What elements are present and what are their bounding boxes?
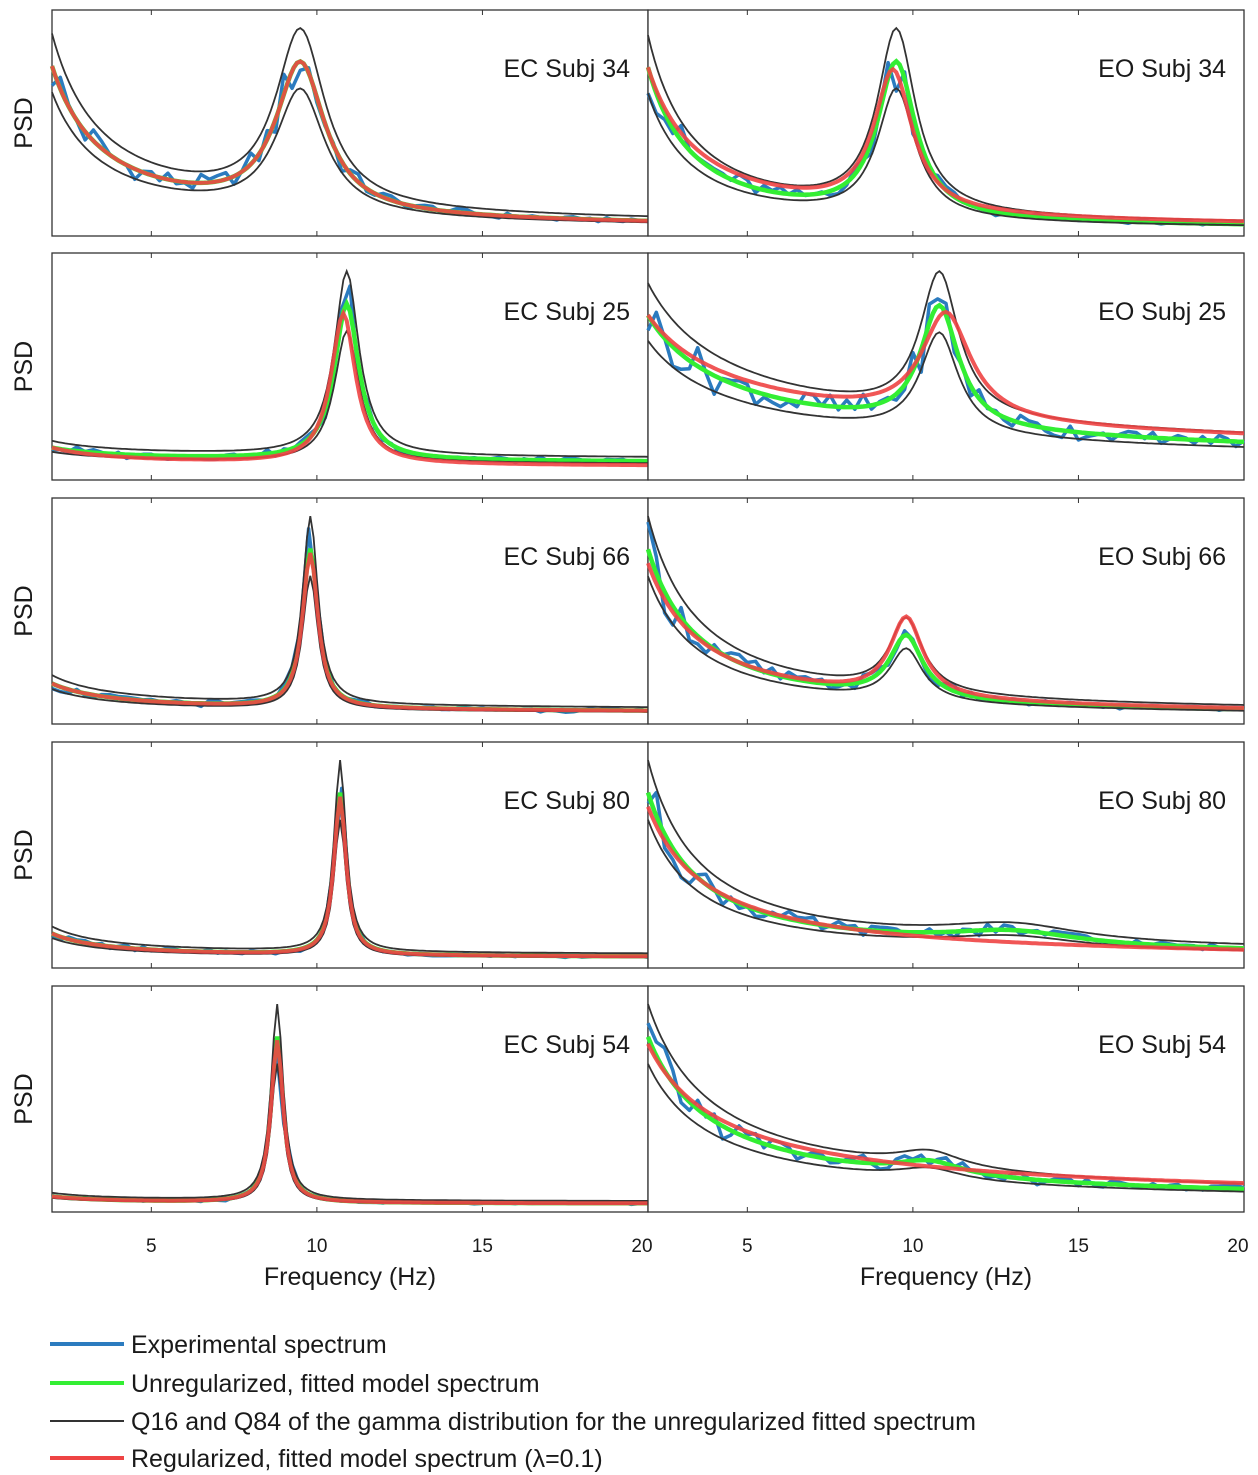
panel-title: EO Subj 54 (1098, 1031, 1226, 1059)
y-axis-label: PSD (10, 1073, 38, 1124)
x-tick-label: 20 (1227, 1236, 1248, 1257)
panel-title: EC Subj 66 (504, 543, 630, 571)
y-axis-label: PSD (10, 341, 38, 392)
panel-frame (51, 497, 649, 725)
series-regularized (646, 562, 1245, 710)
series-regularized (51, 308, 648, 468)
panel-title: EO Subj 25 (1098, 298, 1226, 326)
panel-frame (51, 985, 649, 1213)
x-tick-label: 5 (146, 1236, 157, 1257)
panel-frame (647, 497, 1245, 725)
panel-title: EO Subj 34 (1098, 55, 1226, 83)
series-regularized (646, 806, 1245, 952)
panel-eo-subj-80: EO Subj 80 (645, 741, 1245, 969)
panel-ec-subj-80: EC Subj 80 PSD (10, 741, 649, 969)
legend-label-experimental: Experimental spectrum (131, 1331, 387, 1359)
series-unregularized (646, 302, 1245, 445)
panel-eo-subj-34: EO Subj 34 (645, 9, 1245, 237)
x-tick-label: 10 (306, 1236, 327, 1257)
series-regularized (646, 1042, 1245, 1186)
panel-title: EC Subj 54 (504, 1031, 631, 1059)
series-regularized (50, 59, 649, 223)
x-tick-label: 20 (631, 1236, 652, 1257)
panel-title: EO Subj 66 (1098, 543, 1226, 571)
panel-ec-subj-54: EC Subj 54 PSD (10, 985, 649, 1213)
panel-ec-subj-34: EC Subj 34 PSD (10, 9, 649, 237)
series-q16 (647, 87, 1244, 226)
x-axes: 5 10 15 20 Frequency (Hz) 5 10 15 20 Frequency (H… (146, 1236, 1249, 1291)
series-regularized (646, 66, 1245, 224)
series-q16 (647, 575, 1244, 712)
panel-eo-subj-25: EO Subj 25 (646, 252, 1245, 481)
y-axis-label: PSD (10, 585, 38, 636)
series-q16 (647, 331, 1245, 448)
panel-eo-subj-66: EO Subj 66 (645, 497, 1245, 725)
legend-label-regularized: Regularized, fitted model spectrum (λ=0.… (131, 1445, 603, 1473)
series-q84 (51, 515, 648, 708)
panel-frame (647, 252, 1245, 481)
panel-eo-subj-54: EO Subj 54 (645, 985, 1245, 1213)
panel-ec-subj-66: EC Subj 66 PSD (10, 497, 649, 725)
panel-ec-subj-25: EC Subj 25 PSD (10, 252, 649, 481)
x-tick-label: 15 (472, 1236, 493, 1257)
panel-frame (51, 741, 649, 969)
y-axis-label: PSD (10, 829, 38, 880)
panel-frame (647, 9, 1245, 237)
series-unregularized (645, 1035, 1245, 1192)
panel-title: EC Subj 25 (504, 298, 630, 326)
x-tick-label: 15 (1068, 1236, 1089, 1257)
legend-label-unregularized: Unregularized, fitted model spectrum (131, 1370, 540, 1398)
legend-label-quantiles: Q16 and Q84 of the gamma distribution fo… (131, 1408, 976, 1436)
series-q84 (647, 515, 1245, 706)
series-q84 (51, 1004, 648, 1202)
y-axis-label: PSD (10, 97, 38, 148)
panel-frame (647, 985, 1245, 1213)
series-regularized (51, 1040, 648, 1206)
series-regularized (51, 552, 648, 713)
series-q84 (647, 759, 1245, 945)
series-unregularized (51, 298, 648, 464)
x-axis-label: Frequency (Hz) (264, 1263, 436, 1291)
x-tick-label: 5 (742, 1236, 753, 1257)
panel-title: EO Subj 80 (1098, 787, 1226, 815)
series-regularized (646, 309, 1245, 436)
panel-title: EC Subj 34 (504, 55, 631, 83)
x-tick-label: 10 (902, 1236, 923, 1257)
series-q16 (647, 1063, 1244, 1193)
series-q84 (51, 27, 649, 218)
series-regularized (51, 796, 648, 959)
panel-title: EC Subj 80 (504, 787, 630, 815)
panel-frame (51, 9, 649, 237)
series-q84 (51, 268, 649, 458)
x-axis-label: Frequency (Hz) (860, 1263, 1032, 1291)
legend: Experimental spectrum Unregularized, fit… (50, 1331, 976, 1473)
panel-grid: EC Subj 34 PSD EO Subj 34 EC Subj 25 PSD EO S… (10, 9, 1245, 1213)
